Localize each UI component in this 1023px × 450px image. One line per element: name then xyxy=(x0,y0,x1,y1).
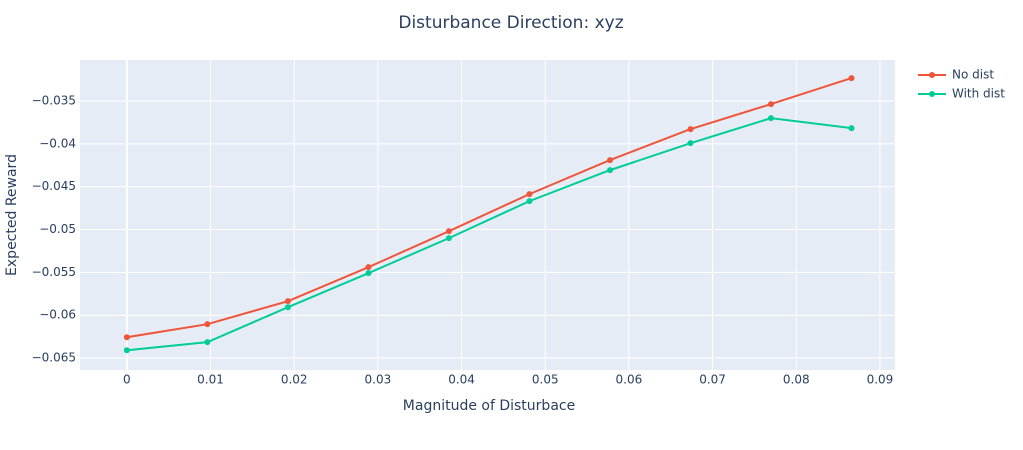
x-axis-label: Magnitude of Disturbace xyxy=(403,398,575,414)
point xyxy=(848,125,855,132)
legend-label: No dist xyxy=(952,68,994,82)
point xyxy=(445,235,452,242)
legend-label: With dist xyxy=(952,87,1005,101)
y-axis-label: Expected Reward xyxy=(4,154,20,276)
x-tick-label: 0.09 xyxy=(867,373,894,387)
point xyxy=(204,339,211,346)
y-tick-label: −0.06 xyxy=(39,308,76,322)
x-tick-label: 0.01 xyxy=(197,373,224,387)
x-tick-label: 0 xyxy=(123,373,131,387)
point xyxy=(848,75,855,82)
line xyxy=(126,77,852,339)
y-tick-label: −0.055 xyxy=(32,265,76,279)
point xyxy=(687,140,694,147)
point xyxy=(767,101,774,108)
point xyxy=(526,198,533,205)
point xyxy=(123,347,130,354)
point xyxy=(123,334,130,341)
point xyxy=(526,191,533,198)
point xyxy=(767,115,774,122)
y-tick-label: −0.065 xyxy=(32,351,76,365)
y-tick-label: −0.035 xyxy=(32,94,76,108)
y-tick-label: −0.045 xyxy=(32,179,76,193)
x-tick-label: 0.07 xyxy=(699,373,726,387)
y-tick-label: −0.04 xyxy=(39,136,76,150)
x-tick-label: 0.06 xyxy=(616,373,643,387)
line xyxy=(126,117,852,352)
chart-title: Disturbance Direction: xyz xyxy=(398,13,623,33)
x-tick-label: 0.08 xyxy=(783,373,810,387)
x-tick-label: 0.04 xyxy=(448,373,475,387)
point xyxy=(284,298,291,305)
point xyxy=(607,157,614,164)
legend-marker xyxy=(929,91,935,97)
point xyxy=(445,228,452,235)
point xyxy=(607,167,614,174)
point xyxy=(365,270,372,277)
x-tick-label: 0.02 xyxy=(281,373,308,387)
point xyxy=(365,264,372,271)
x-tick-label: 0.05 xyxy=(532,373,559,387)
y-tick-label: −0.05 xyxy=(39,222,76,236)
point xyxy=(204,321,211,328)
x-tick-label: 0.03 xyxy=(365,373,392,387)
point xyxy=(284,304,291,311)
point xyxy=(687,126,694,133)
plot-area xyxy=(80,60,895,370)
legend-marker xyxy=(929,72,935,78)
